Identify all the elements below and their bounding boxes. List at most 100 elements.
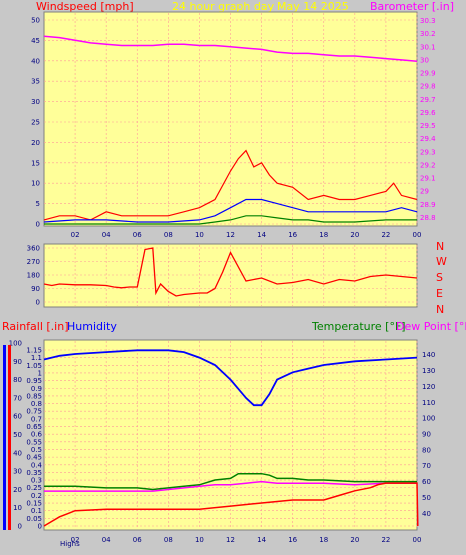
humidity-y-tick: 80: [13, 376, 22, 384]
temperature-y-tick: 130: [422, 367, 435, 375]
graph-date: May 14 2025: [277, 0, 349, 13]
climate-x-tick: 02: [71, 536, 80, 544]
wind-x-tick: 02: [71, 231, 80, 239]
wind-y-tick: 45: [31, 37, 40, 45]
wind-y-tick: 30: [31, 98, 40, 106]
rain-y-tick: 0.65: [26, 423, 42, 431]
wind-y-tick: 40: [31, 57, 40, 65]
temperature-line: [44, 472, 417, 491]
barometer-y-tick: 30.1: [420, 43, 436, 51]
barometer-line: [43, 35, 418, 63]
barometer-y-tick: 28.9: [420, 201, 436, 209]
temperature-y-tick: 80: [422, 446, 431, 454]
climate-x-tick: 14: [257, 536, 266, 544]
direction-y-tick: 180: [27, 272, 40, 280]
wind-low-line: [44, 215, 417, 225]
temperature-y-tick: 90: [422, 431, 431, 439]
rain-y-tick: 0.45: [26, 454, 42, 462]
climate-x-tick: 10: [195, 536, 204, 544]
humidity-y-tick: 70: [13, 394, 22, 402]
direction-y-tick: 90: [31, 285, 40, 293]
rain-y-tick: 0.25: [26, 484, 42, 492]
barometer-y-tick: 30.2: [420, 30, 436, 38]
temperature-label: Temperature [°F]: [311, 320, 406, 333]
temperature-y-tick: 70: [422, 462, 431, 470]
wind-x-tick: 00: [413, 231, 422, 239]
humidity-line: [43, 349, 418, 407]
climate-x-tick: 06: [133, 536, 142, 544]
humidity-y-tick: 100: [9, 340, 22, 348]
wind-y-tick: 10: [31, 180, 40, 188]
humidity-label: Humidity: [67, 320, 117, 333]
barometer-y-tick: 29: [420, 188, 429, 196]
climate-x-tick: 18: [319, 536, 328, 544]
barometer-y-tick: 29.4: [420, 135, 436, 143]
barometer-y-tick: 29.3: [420, 148, 436, 156]
temperature-y-tick: 50: [422, 494, 431, 502]
humidity-y-tick: 0: [18, 523, 22, 531]
dewpoint-label: Dew Point [°F]: [396, 320, 466, 333]
climate-chart: 00.050.10.150.20.250.30.350.40.450.50.55…: [9, 340, 436, 545]
humidity-y-tick: 40: [13, 449, 22, 457]
dewpoint-line: [44, 480, 417, 492]
wind-y-tick: 50: [31, 17, 40, 25]
rain-y-tick: 0.55: [26, 438, 42, 446]
rain-y-tick: 0.6: [31, 431, 43, 439]
temperature-y-tick: 60: [422, 478, 431, 486]
rain-scale-bar: [8, 345, 11, 530]
climate-x-tick: 12: [226, 536, 235, 544]
wind-y-tick: 15: [31, 159, 40, 167]
rain-y-tick: 0.15: [26, 500, 42, 508]
rain-y-tick: 0.9: [31, 385, 42, 393]
humidity-y-tick: 50: [13, 431, 22, 439]
wind-x-tick: 12: [226, 231, 235, 239]
wind-y-tick: 20: [31, 139, 40, 147]
barometer-y-tick: 29.5: [420, 122, 436, 130]
climate-x-tick: 00: [413, 536, 422, 544]
rain-y-tick: 1.15: [26, 347, 42, 355]
rain-y-tick: 0.8: [31, 400, 42, 408]
wind-x-tick: 18: [319, 231, 328, 239]
wind-x-tick: 10: [195, 231, 204, 239]
rain-y-tick: 1.05: [26, 362, 42, 370]
barometer-y-tick: 30: [420, 56, 429, 64]
rainfall-line: [43, 482, 419, 527]
barometer-y-tick: 29.1: [420, 175, 436, 183]
temperature-y-tick: 120: [422, 383, 435, 391]
barometer-y-tick: 29.7: [420, 96, 436, 104]
barometer-y-tick: 28.8: [420, 214, 436, 222]
highs-label: Highs: [60, 540, 80, 548]
dir-letter-e: E: [436, 287, 443, 300]
dir-letter-n-top: N: [436, 240, 444, 253]
barometer-y-tick: 30.3: [420, 17, 436, 25]
humidity-scale-bar: [3, 345, 6, 530]
dir-letter-s: S: [436, 271, 443, 284]
windspeed-label: Windspeed [mph]: [36, 0, 134, 13]
rain-y-tick: 1.1: [31, 354, 42, 362]
wind-gust-line: [43, 149, 418, 221]
temperature-y-tick: 40: [422, 510, 431, 518]
humidity-y-tick: 20: [13, 486, 22, 494]
rain-y-tick: 0.1: [31, 507, 42, 515]
climate-x-tick: 20: [350, 536, 359, 544]
wind-x-tick: 06: [133, 231, 142, 239]
dir-letter-w: W: [436, 255, 447, 268]
humidity-y-tick: 10: [13, 504, 22, 512]
wind-x-tick: 20: [350, 231, 359, 239]
direction-line: [43, 247, 418, 297]
direction-y-tick: 0: [36, 299, 40, 307]
wind-x-tick: 22: [381, 231, 390, 239]
rain-y-tick: 0.05: [26, 515, 42, 523]
wind-x-tick: 14: [257, 231, 266, 239]
barometer-y-tick: 29.6: [420, 109, 436, 117]
direction-y-tick: 270: [27, 258, 40, 266]
rain-y-tick: 0.95: [26, 377, 42, 385]
direction-y-tick: 360: [27, 245, 40, 253]
humidity-y-tick: 30: [13, 468, 22, 476]
wind-x-tick: 04: [102, 231, 111, 239]
rain-y-tick: 0.2: [31, 492, 42, 500]
temperature-y-tick: 140: [422, 351, 435, 359]
wind-y-tick: 25: [31, 119, 40, 127]
